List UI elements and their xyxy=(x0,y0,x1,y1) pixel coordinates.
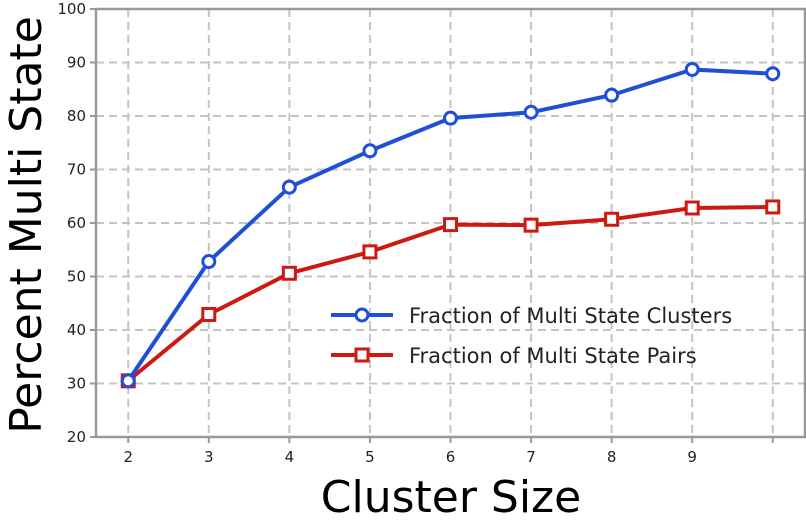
data-point xyxy=(281,265,297,281)
y-tick-label: 100 xyxy=(57,0,86,18)
data-point xyxy=(604,211,620,227)
legend-marker-pairs xyxy=(354,347,370,363)
x-tick-label: 3 xyxy=(204,448,214,466)
data-point xyxy=(684,200,700,216)
series-clusters xyxy=(120,61,781,389)
x-tick-label: 5 xyxy=(365,448,375,466)
y-tick-label: 40 xyxy=(67,321,86,339)
x-axis-title: Cluster Size xyxy=(321,472,581,523)
y-tick-label: 30 xyxy=(67,375,86,393)
data-point xyxy=(765,199,781,215)
x-tick-label: 8 xyxy=(607,448,617,466)
data-point xyxy=(362,244,378,260)
data-point xyxy=(120,373,136,389)
data-point xyxy=(362,143,378,159)
data-point xyxy=(201,306,217,322)
y-tick-label: 70 xyxy=(67,161,86,179)
x-axis-ticks: 2 3 4 5 6 7 8 9 xyxy=(123,437,774,466)
x-tick-label: 9 xyxy=(687,448,697,466)
legend-label-clusters: Fraction of Multi State Clusters xyxy=(409,304,732,328)
data-point xyxy=(684,61,700,77)
y-axis-title: Percent Multi State xyxy=(1,16,52,434)
x-tick-label: 6 xyxy=(446,448,456,466)
legend: Fraction of Multi State Clusters Fractio… xyxy=(331,304,732,368)
data-point xyxy=(523,104,539,120)
data-point xyxy=(281,179,297,195)
y-tick-label: 80 xyxy=(67,107,86,125)
data-point xyxy=(765,66,781,82)
y-tick-label: 50 xyxy=(67,268,86,286)
x-tick-label: 4 xyxy=(285,448,295,466)
data-point xyxy=(523,217,539,233)
legend-marker-clusters xyxy=(354,307,370,323)
data-point xyxy=(201,254,217,270)
data-point xyxy=(604,87,620,103)
legend-label-pairs: Fraction of Multi State Pairs xyxy=(409,344,697,368)
series-layer xyxy=(120,61,781,389)
y-tick-label: 20 xyxy=(67,428,86,446)
y-tick-label: 60 xyxy=(67,214,86,232)
x-tick-label: 2 xyxy=(123,448,133,466)
data-point xyxy=(443,217,458,233)
y-tick-label: 90 xyxy=(67,54,86,72)
data-point xyxy=(443,110,458,126)
x-tick-label: 7 xyxy=(526,448,536,466)
y-axis-ticks: 20 30 40 50 60 70 80 90 100 xyxy=(57,0,96,446)
